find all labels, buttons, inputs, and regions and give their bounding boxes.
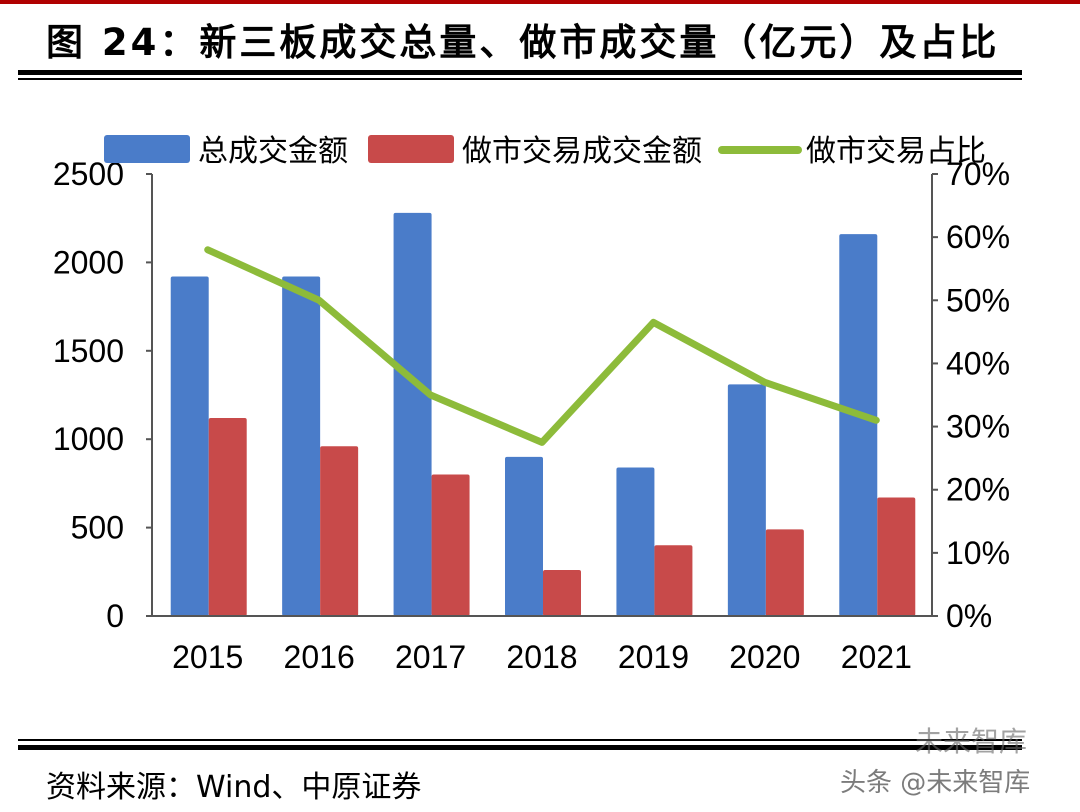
bar-total-2017 bbox=[393, 212, 432, 616]
right-tick-label-40%: 40% bbox=[946, 345, 1010, 381]
legend-label-1: 做市交易成交金额 bbox=[462, 135, 702, 168]
bar-market-making-2018 bbox=[543, 570, 581, 616]
bar-total-2019 bbox=[616, 467, 655, 616]
title-rule-thick bbox=[18, 70, 1022, 75]
bar-total-2015 bbox=[170, 276, 209, 616]
source-rule-thin bbox=[18, 739, 1022, 741]
x-tick-label-2021: 2021 bbox=[841, 639, 912, 675]
x-tick-label-2019: 2019 bbox=[618, 639, 689, 675]
bar-market-making-2021 bbox=[877, 497, 916, 616]
right-tick-label-0%: 0% bbox=[946, 598, 992, 634]
left-tick-label-1500: 1500 bbox=[53, 333, 124, 369]
source-note: 资料来源：Wind、中原证券 bbox=[46, 770, 422, 805]
right-tick-label-30%: 30% bbox=[946, 409, 1010, 445]
bar-total-2016 bbox=[282, 276, 321, 616]
bar-total-2021 bbox=[839, 234, 878, 616]
right-tick-label-70%: 70% bbox=[946, 156, 1010, 192]
x-tick-label-2017: 2017 bbox=[395, 639, 466, 675]
legend-label-0: 总成交金额 bbox=[198, 135, 348, 168]
left-tick-label-0: 0 bbox=[106, 598, 124, 634]
right-tick-label-60%: 60% bbox=[946, 219, 1010, 255]
right-tick-label-50%: 50% bbox=[946, 282, 1010, 318]
watermark-top: 未来智库 bbox=[915, 725, 1028, 758]
legend-label-2: 做市交易占比 bbox=[806, 135, 986, 168]
left-tick-label-1000: 1000 bbox=[53, 421, 124, 457]
bar-market-making-2017 bbox=[431, 474, 470, 616]
left-tick-label-500: 500 bbox=[71, 510, 124, 546]
legend-swatch-0 bbox=[104, 135, 190, 163]
left-tick-label-2000: 2000 bbox=[53, 244, 124, 280]
x-tick-label-2020: 2020 bbox=[729, 639, 800, 675]
figure-title: 图 24：新三板成交总量、做市成交量（亿元）及占比 bbox=[46, 21, 1000, 64]
x-tick-label-2018: 2018 bbox=[506, 639, 577, 675]
bar-market-making-2016 bbox=[320, 446, 359, 616]
source-rule-thick bbox=[18, 745, 1022, 750]
bar-market-making-2019 bbox=[654, 545, 693, 616]
right-tick-label-10%: 10% bbox=[946, 535, 1010, 571]
bar-market-making-2015 bbox=[208, 417, 247, 616]
top-accent-rule bbox=[0, 0, 1080, 4]
x-tick-label-2015: 2015 bbox=[172, 639, 243, 675]
watermark: 头条 @未来智库 bbox=[840, 768, 1031, 798]
title-rule-thin bbox=[18, 78, 1022, 80]
bar-market-making-2020 bbox=[765, 529, 804, 616]
bar-total-2018 bbox=[505, 456, 543, 616]
legend-swatch-1 bbox=[368, 135, 454, 163]
bar-total-2020 bbox=[727, 384, 766, 616]
x-tick-label-2016: 2016 bbox=[284, 639, 355, 675]
right-tick-label-20%: 20% bbox=[946, 472, 1010, 508]
